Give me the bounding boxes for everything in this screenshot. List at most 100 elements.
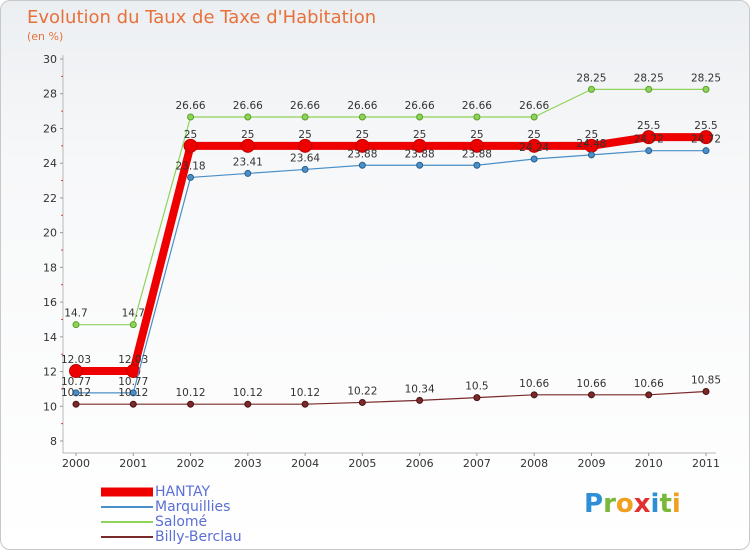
data-point [69,364,83,379]
x-tick-label: 2003 [234,457,262,470]
data-point [527,138,542,153]
data-label: 23.18 [176,160,206,172]
data-point [129,389,137,397]
legend-item: Billy-Berclau [101,528,242,545]
data-label: 10.5 [465,381,488,393]
unit-label: (en %) [27,30,64,43]
data-label: 24.48 [576,138,606,150]
data-label: 25 [184,129,197,141]
data-point [412,138,427,153]
data-label: 26.66 [347,100,377,112]
legend-label: Billy-Berclau [155,528,242,545]
chart-title: Evolution du Taux de Taxe d'Habitation [27,7,377,28]
data-point [645,147,653,155]
data-label: 24.72 [634,134,664,146]
x-tick-label: 2010 [635,457,663,470]
x-tick-label: 2009 [577,457,605,470]
data-point [702,147,710,155]
series-line-salom- [76,88,706,326]
logo-letter: o [615,489,634,519]
logo-letter: i [650,489,660,519]
legend-item: HANTAY [101,484,242,500]
data-point [587,85,595,93]
data-label: 26.66 [519,100,549,112]
data-point [416,113,424,121]
y-tick-label: 14 [43,331,57,344]
data-point [587,391,595,399]
logo-letter: t [659,489,672,519]
data-label: 25 [356,129,369,141]
data-label: 26.66 [233,100,263,112]
series-line-marquillies [76,150,706,394]
y-tick-label: 30 [43,53,57,66]
logo-letter: i [671,489,681,519]
data-point [298,138,313,153]
data-label: 10.85 [691,375,721,387]
data-label: 26.66 [290,100,320,112]
data-label: 23.41 [233,156,263,168]
data-point [129,400,137,408]
y-tick-label: 26 [43,122,57,135]
y-tick-label: 16 [43,296,57,309]
legend-swatch [101,529,153,544]
series-line-billy-berclau [76,390,707,405]
data-label: 10.77 [118,376,148,388]
data-point [183,138,198,153]
legend-swatch [101,484,153,499]
y-tick-label: 22 [43,192,57,205]
y-tick-label: 12 [43,366,57,379]
data-label: 10.66 [634,378,664,390]
y-tick-label: 24 [43,157,57,170]
data-point [699,130,713,145]
legend-item: Salomé [101,513,242,530]
legend-item: Marquillies [101,498,242,515]
data-label: 14.7 [122,308,145,320]
axis-ticks: 8 10 12 14 16 18 20 22 24 26 28 30 2000 2001 2002 2003 2… [43,53,720,470]
y-tick-label: 20 [43,227,57,240]
data-point [244,113,252,121]
data-label: 25 [585,129,598,141]
x-tick-label: 2007 [463,457,491,470]
data-point [187,113,195,121]
data-label: 26.66 [462,100,492,112]
logo-letter: P [584,489,604,519]
data-point [126,364,141,379]
data-point [358,113,366,121]
logo-letter: x [633,489,651,519]
data-label: 12.03 [118,354,148,366]
data-point [240,138,255,153]
data-point [72,389,80,397]
data-label: 10.12 [176,387,206,399]
data-point [587,151,595,159]
x-tick-label: 2006 [406,457,434,470]
data-point [702,388,710,396]
legend-label: Marquillies [155,498,231,515]
logo-letter: r [603,489,616,519]
data-point [473,394,481,402]
data-label: 10.22 [347,385,377,397]
data-label: 25 [527,129,540,141]
data-point [530,113,538,121]
data-point [469,138,484,153]
data-label: 28.25 [634,72,664,84]
data-label: 25.5 [637,120,660,132]
legend-label: Salomé [155,513,208,530]
data-label: 24.72 [691,134,721,146]
data-label: 10.12 [61,387,91,399]
data-point [702,85,710,93]
data-point [473,161,481,169]
data-label: 10.77 [61,376,91,388]
data-point [244,400,252,408]
data-point [530,391,538,399]
data-point [72,400,80,408]
data-point [645,85,653,93]
data-label: 10.66 [519,378,549,390]
y-tick-label: 18 [43,261,57,274]
data-label: 26.66 [176,100,206,112]
data-point [301,165,309,173]
data-point [641,130,656,145]
legend-swatch [101,499,153,514]
